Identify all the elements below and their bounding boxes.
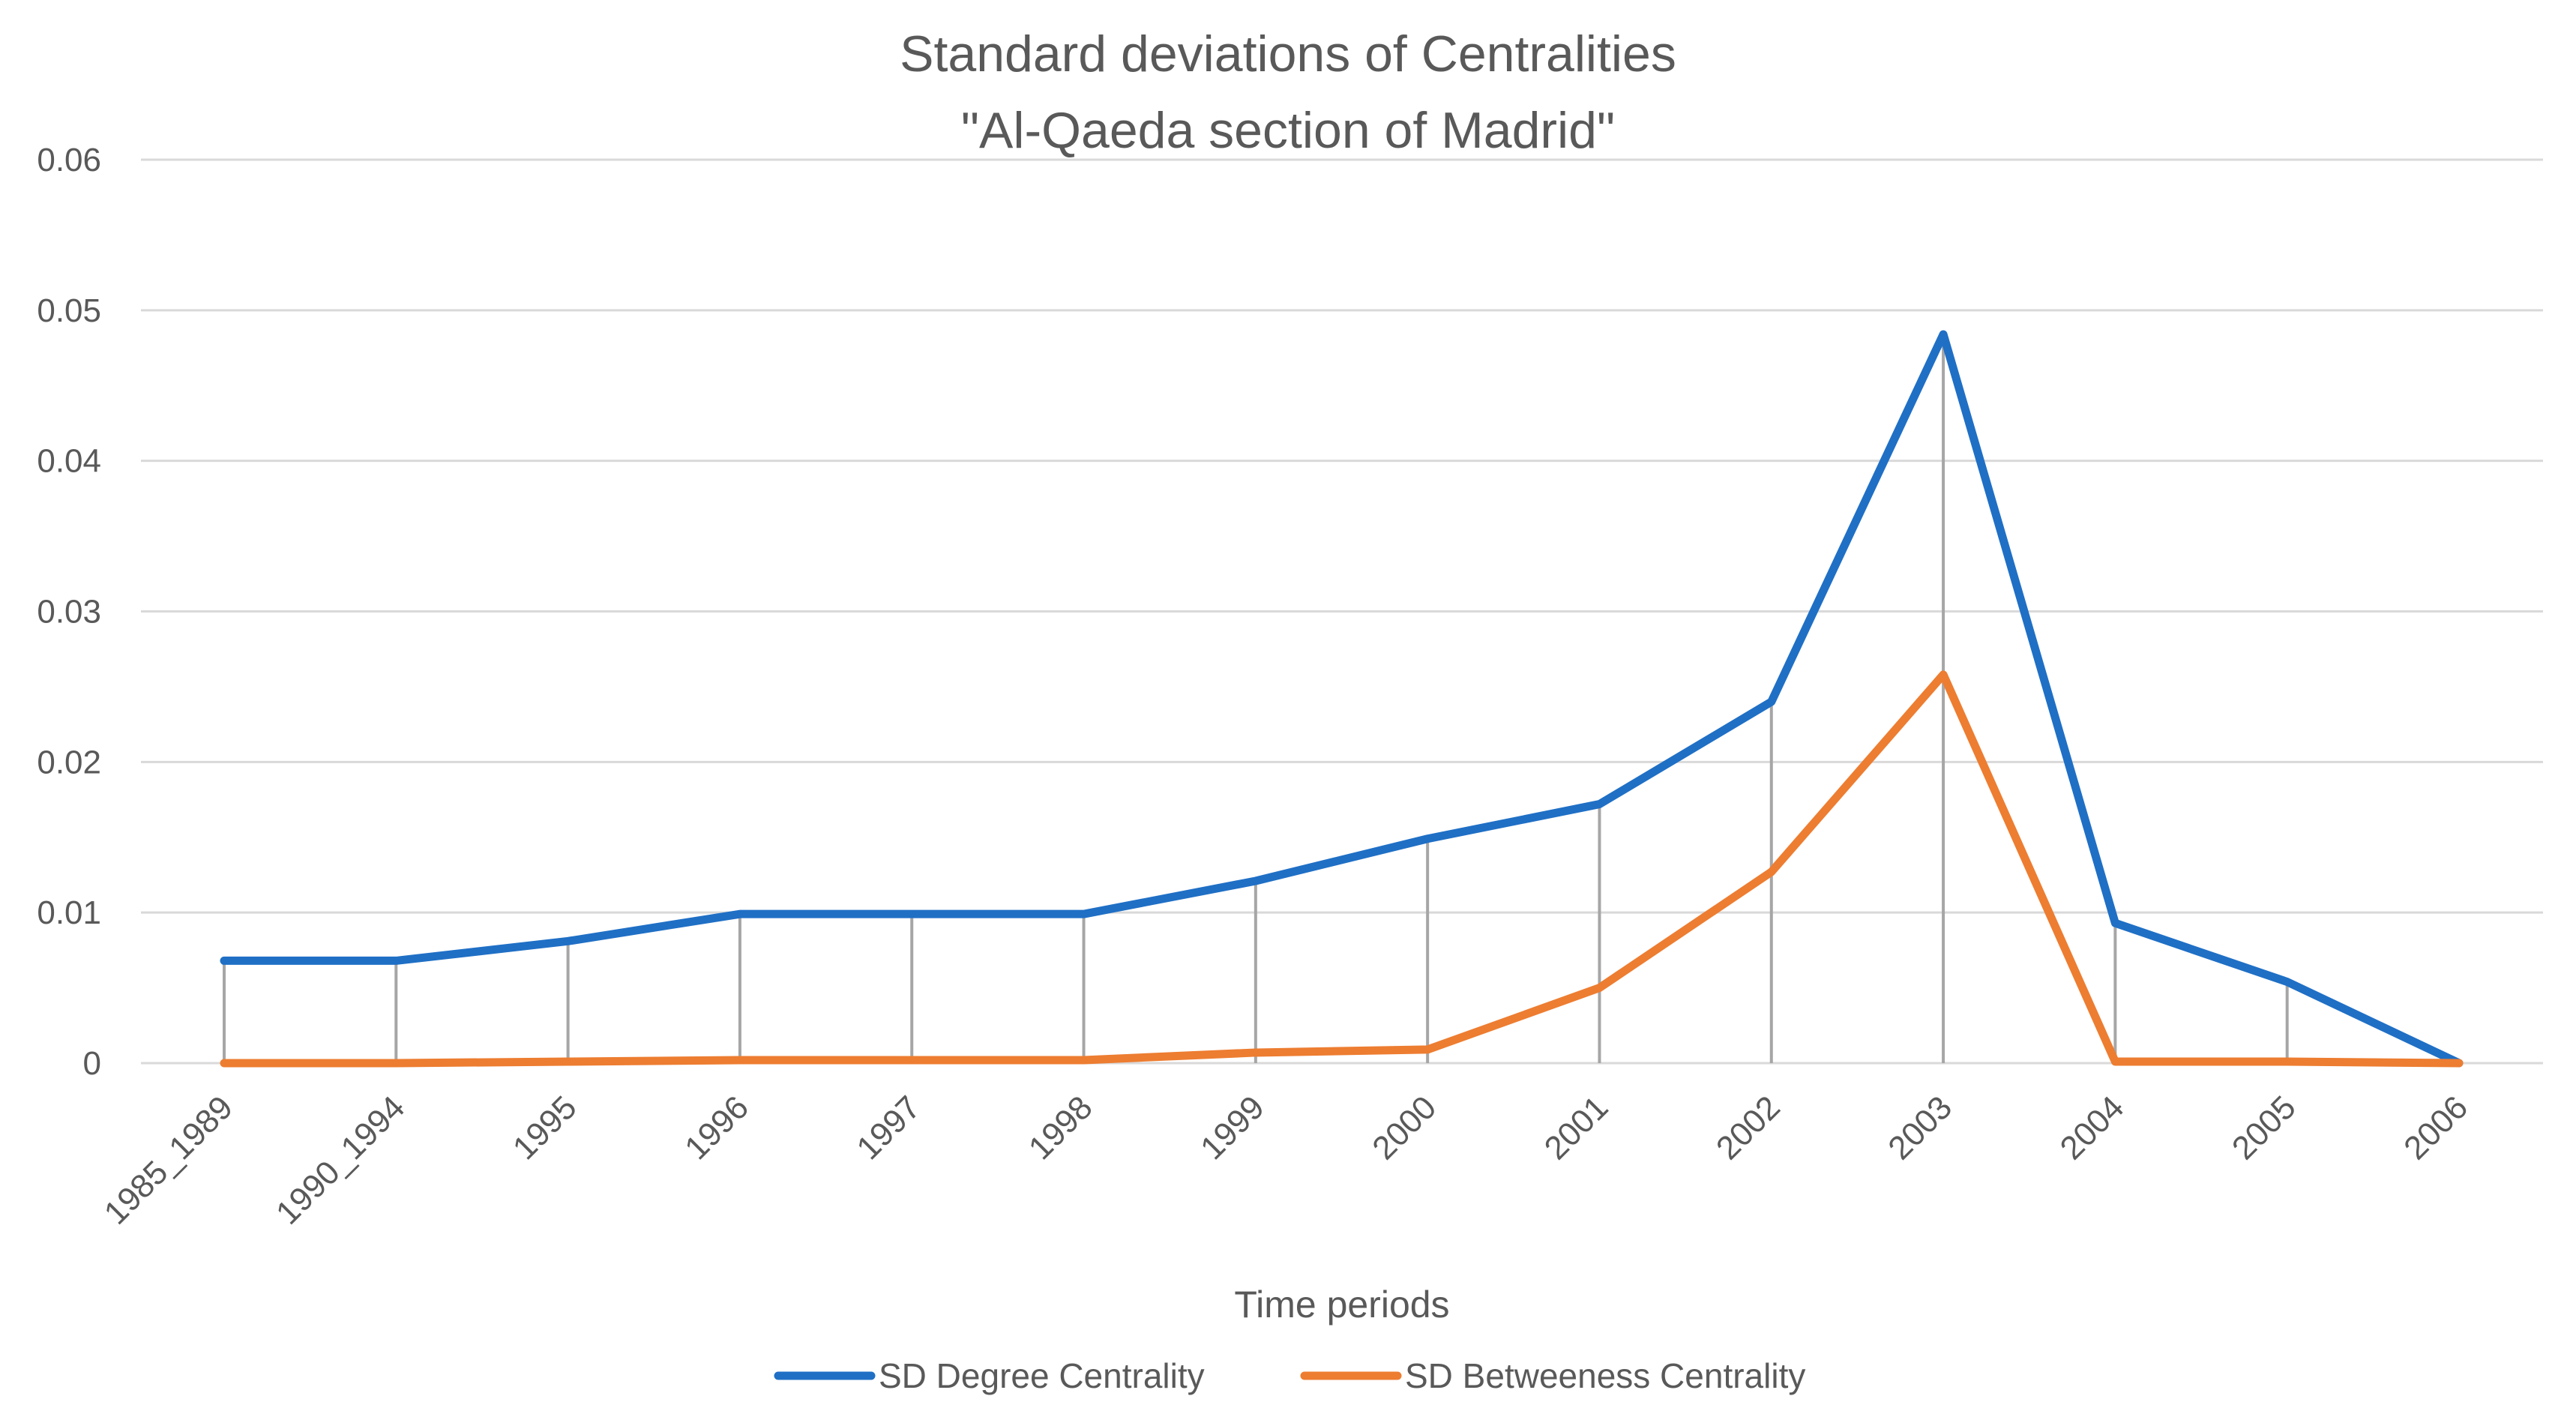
x-tick-label: 1998 (1022, 1089, 1100, 1167)
legend-label: SD Betweeness Centrality (1405, 1356, 1805, 1395)
chart-title-line-2: "Al-Qaeda section of Madrid" (961, 102, 1615, 159)
data-point (1940, 671, 1947, 678)
data-point (565, 1058, 571, 1065)
x-tick-label: 2005 (2225, 1089, 2303, 1167)
x-tick-label: 2003 (1881, 1089, 1959, 1167)
data-point (1596, 801, 1603, 807)
data-point (1252, 877, 1259, 884)
data-point (1252, 1049, 1259, 1056)
x-tick-label: 1995 (506, 1089, 584, 1167)
data-point (909, 1056, 915, 1063)
data-point (1768, 868, 1775, 875)
data-point (1768, 699, 1775, 705)
data-point (221, 1060, 227, 1066)
x-axis-label: Time periods (1234, 1284, 1449, 1326)
legend-label: SD Degree Centrality (879, 1356, 1205, 1395)
x-tick-label: 1997 (849, 1089, 927, 1167)
x-tick-label: 2001 (1538, 1089, 1616, 1167)
data-point (221, 957, 227, 964)
y-tick-label: 0.03 (37, 594, 101, 631)
data-point (1080, 1056, 1087, 1063)
y-tick-label: 0.04 (37, 443, 101, 480)
data-point (393, 1060, 400, 1066)
x-tick-label: 1985_1989 (97, 1089, 240, 1231)
y-tick-label: 0 (83, 1045, 101, 1082)
x-axis-ticks: 1985_1989 1990_1994 1995 1996 1997 1998 1999 20… (97, 1089, 2475, 1231)
y-tick-label: 0.05 (37, 292, 101, 329)
series-line-betweeness (220, 670, 2464, 1068)
data-point (1424, 1046, 1431, 1053)
data-point (2112, 1058, 2119, 1065)
data-point (736, 1056, 743, 1063)
x-tick-label: 1990_1994 (269, 1089, 412, 1231)
y-tick-label: 0.06 (37, 142, 101, 178)
data-point (2284, 1058, 2290, 1065)
data-point (1080, 911, 1087, 918)
y-axis-ticks: 0 0.01 0.02 0.03 0.04 0.05 0.06 (37, 142, 101, 1082)
x-tick-label: 2000 (1365, 1089, 1443, 1167)
data-point (2112, 920, 2119, 927)
data-point (565, 938, 571, 945)
x-tick-label: 1996 (678, 1089, 756, 1167)
x-tick-label: 2002 (1709, 1089, 1787, 1167)
y-tick-label: 0.01 (37, 894, 101, 931)
x-tick-label: 1999 (1194, 1089, 1272, 1167)
data-point (2456, 1060, 2462, 1066)
data-point (1424, 835, 1431, 842)
data-point (909, 911, 915, 918)
legend: SD Degree Centrality SD Betweeness Centra… (774, 1356, 1805, 1395)
drop-lines (223, 334, 2289, 1063)
series-lines (220, 330, 2464, 1068)
data-point (1596, 984, 1603, 991)
data-point (393, 957, 400, 964)
y-tick-label: 0.02 (37, 744, 101, 780)
series-line-degree (220, 330, 2464, 1068)
chart-title-line-1: Standard deviations of Centralities (900, 25, 1676, 82)
x-tick-label: 2004 (2053, 1089, 2131, 1167)
data-point (1940, 331, 1947, 337)
data-point (2284, 978, 2290, 985)
data-point (736, 911, 743, 918)
x-tick-label: 2006 (2397, 1089, 2475, 1167)
gridlines (141, 158, 2543, 1065)
